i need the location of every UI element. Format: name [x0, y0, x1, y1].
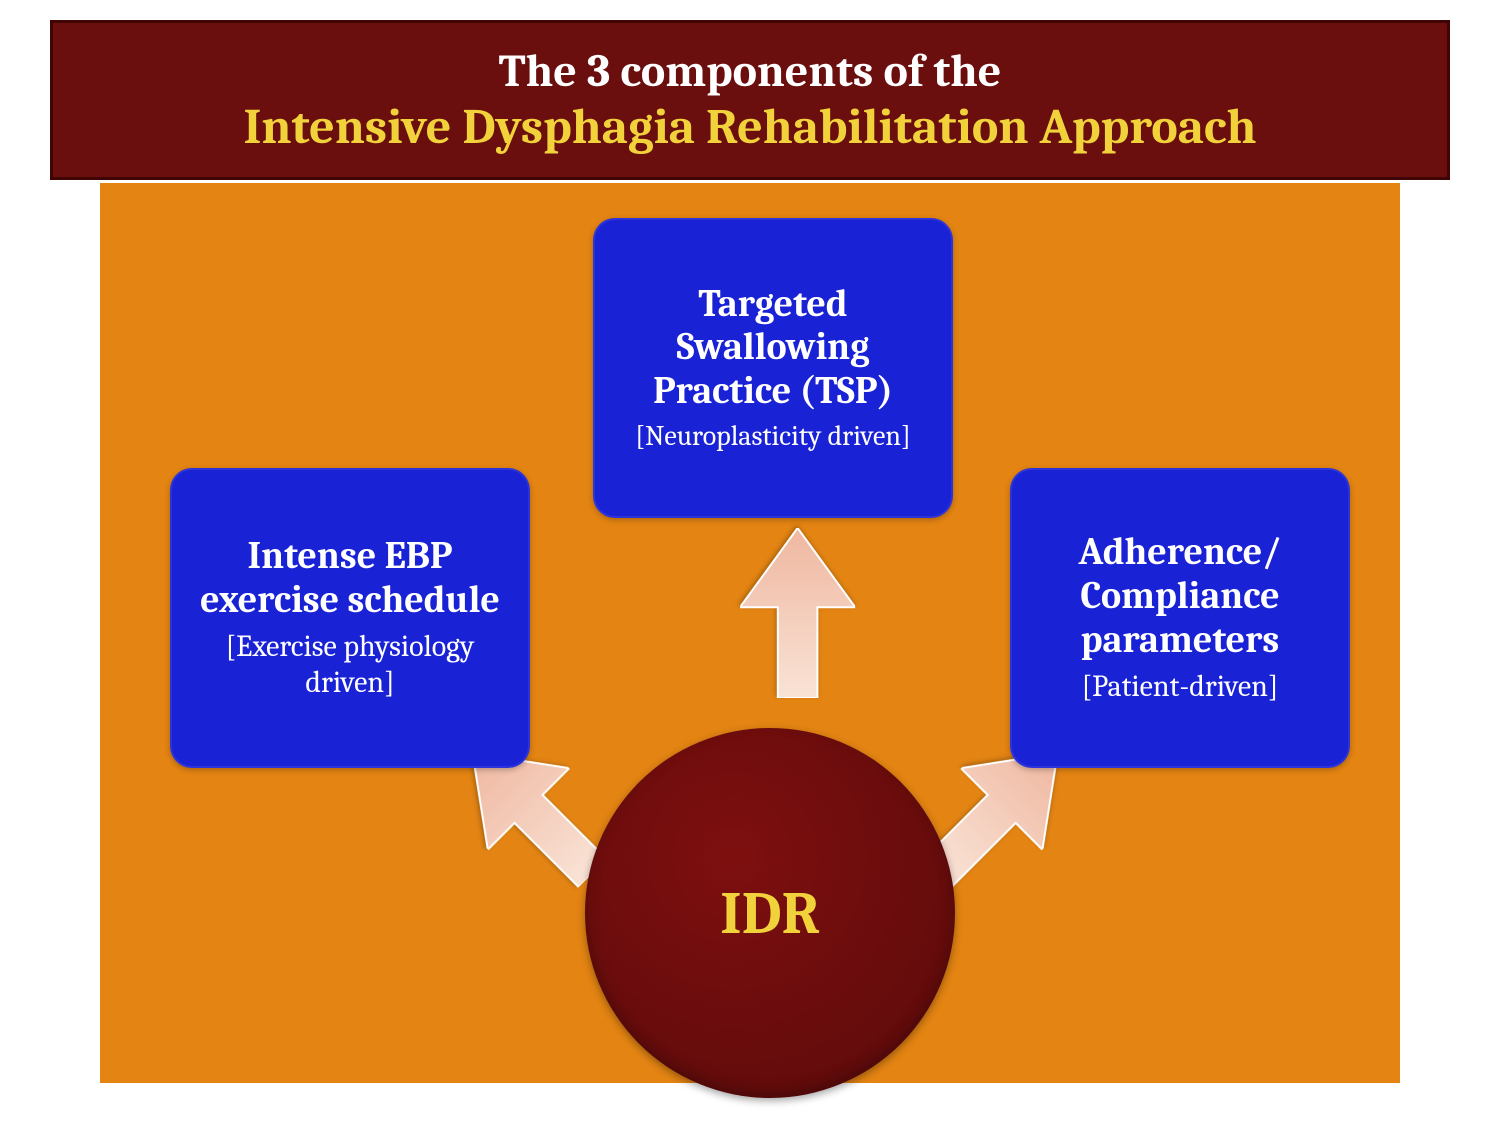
- component-box-tsp: Targeted Swallowing Practice (TSP) [Neur…: [593, 218, 953, 518]
- title-line-2: Intensive Dysphagia Rehabilitation Appro…: [243, 98, 1256, 156]
- component-subtitle: [Patient-driven]: [1082, 669, 1279, 705]
- body-panel: Intense EBP exercise schedule [Exercise …: [100, 183, 1400, 1083]
- idr-circle: IDR: [585, 728, 955, 1098]
- idr-label: IDR: [720, 879, 820, 948]
- arrow-top-icon: [740, 528, 855, 698]
- title-bar: The 3 components of the Intensive Dyspha…: [50, 20, 1450, 180]
- component-title: Intense EBP exercise schedule: [192, 535, 508, 622]
- diagram-canvas: The 3 components of the Intensive Dyspha…: [50, 20, 1450, 1100]
- component-subtitle: [Neuroplasticity driven]: [635, 420, 911, 454]
- component-title: Adherence/ Compliance parameters: [1032, 531, 1328, 662]
- component-box-ebp: Intense EBP exercise schedule [Exercise …: [170, 468, 530, 768]
- component-title: Targeted Swallowing Practice (TSP): [615, 283, 931, 414]
- title-line-1: The 3 components of the: [499, 45, 1002, 98]
- component-box-adherence: Adherence/ Compliance parameters [Patien…: [1010, 468, 1350, 768]
- component-subtitle: [Exercise physiology driven]: [192, 629, 508, 701]
